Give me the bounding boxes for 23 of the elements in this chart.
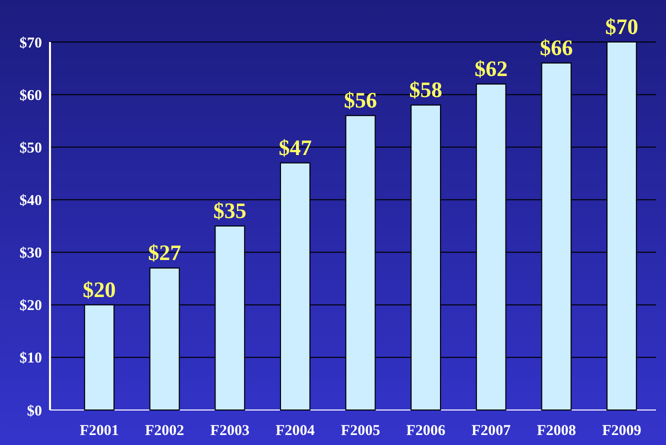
data-label: $56 bbox=[344, 88, 377, 113]
y-tick-label: $60 bbox=[20, 88, 42, 104]
y-tick-label: $20 bbox=[20, 298, 42, 314]
y-tick-label: $40 bbox=[20, 192, 42, 209]
x-tick-label: F2005 bbox=[340, 423, 380, 439]
y-tick-label: $50 bbox=[20, 140, 42, 156]
data-label: $20 bbox=[82, 276, 116, 302]
data-label: $70 bbox=[605, 14, 638, 39]
data-label: $35 bbox=[213, 198, 246, 223]
x-tick-label: F2001 bbox=[80, 423, 119, 439]
x-tick-label: F2006 bbox=[406, 423, 446, 439]
x-tick-label: F2008 bbox=[536, 423, 576, 439]
y-tick-label: $10 bbox=[20, 350, 42, 367]
y-tick-label: $0 bbox=[27, 403, 42, 420]
x-tick-label: F2003 bbox=[210, 423, 250, 439]
y-tick-label: $70 bbox=[20, 35, 42, 52]
x-tick-label: F2002 bbox=[145, 423, 184, 439]
data-label: $62 bbox=[474, 56, 508, 82]
x-tick-label: F2007 bbox=[472, 423, 512, 439]
data-label: $66 bbox=[540, 35, 573, 60]
x-tick-label: F2009 bbox=[602, 423, 642, 439]
x-tick-label: F2004 bbox=[276, 423, 316, 439]
y-tick-label: $30 bbox=[20, 246, 42, 262]
